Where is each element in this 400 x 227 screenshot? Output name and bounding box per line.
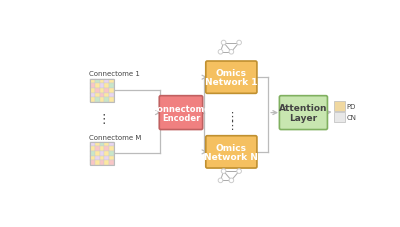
Text: Connectome M: Connectome M: [89, 134, 141, 140]
Text: ⋮: ⋮: [226, 120, 237, 130]
Bar: [100, 147, 104, 151]
Bar: [100, 156, 104, 161]
Bar: [95, 89, 100, 93]
Bar: [90, 98, 95, 102]
Bar: [334, 112, 344, 122]
Bar: [100, 89, 104, 93]
Bar: [95, 98, 100, 102]
Text: Encoder: Encoder: [162, 113, 200, 122]
Text: Network 1: Network 1: [205, 78, 258, 87]
FancyBboxPatch shape: [206, 136, 257, 168]
Bar: [109, 93, 114, 98]
Bar: [104, 79, 109, 84]
Bar: [104, 93, 109, 98]
Bar: [100, 93, 104, 98]
Bar: [90, 142, 95, 147]
Bar: [109, 84, 114, 89]
Bar: [95, 79, 100, 84]
Bar: [95, 147, 100, 151]
Bar: [109, 142, 114, 147]
Circle shape: [237, 41, 242, 46]
Bar: [109, 161, 114, 165]
Bar: [95, 156, 100, 161]
Text: Layer: Layer: [289, 113, 318, 122]
Bar: [90, 93, 95, 98]
Bar: [95, 142, 100, 147]
Bar: [104, 98, 109, 102]
Bar: [109, 98, 114, 102]
Text: ⋮: ⋮: [97, 113, 110, 126]
Text: ⋮: ⋮: [226, 111, 237, 121]
Bar: [109, 151, 114, 156]
Bar: [104, 84, 109, 89]
Text: CN: CN: [347, 114, 357, 120]
Bar: [90, 79, 95, 84]
Bar: [95, 151, 100, 156]
FancyBboxPatch shape: [279, 96, 328, 130]
Bar: [90, 151, 95, 156]
Bar: [104, 161, 109, 165]
Bar: [90, 147, 95, 151]
Circle shape: [229, 178, 234, 183]
Bar: [334, 102, 344, 111]
Bar: [100, 161, 104, 165]
Bar: [95, 93, 100, 98]
FancyBboxPatch shape: [206, 62, 257, 94]
Bar: [95, 84, 100, 89]
Bar: [90, 89, 95, 93]
Bar: [90, 156, 95, 161]
Bar: [104, 151, 109, 156]
Circle shape: [237, 169, 242, 174]
Text: PD: PD: [347, 104, 356, 110]
Bar: [100, 151, 104, 156]
Text: Omics: Omics: [216, 143, 247, 152]
Text: Network N: Network N: [204, 152, 258, 161]
Bar: [90, 79, 114, 102]
Circle shape: [218, 178, 223, 183]
Bar: [104, 147, 109, 151]
Bar: [100, 84, 104, 89]
Bar: [95, 161, 100, 165]
Bar: [109, 79, 114, 84]
Bar: [100, 98, 104, 102]
Circle shape: [221, 169, 226, 174]
Bar: [104, 142, 109, 147]
Bar: [104, 156, 109, 161]
Bar: [100, 79, 104, 84]
Text: Connectome: Connectome: [152, 105, 210, 114]
Text: Omics: Omics: [216, 69, 247, 78]
FancyBboxPatch shape: [159, 96, 203, 130]
Bar: [90, 161, 95, 165]
Bar: [100, 142, 104, 147]
Circle shape: [229, 50, 234, 55]
Bar: [109, 156, 114, 161]
Text: Connectome 1: Connectome 1: [89, 71, 140, 77]
Text: Attention: Attention: [279, 104, 328, 113]
Bar: [104, 89, 109, 93]
Bar: [109, 89, 114, 93]
Bar: [90, 142, 114, 165]
Bar: [90, 84, 95, 89]
Bar: [109, 147, 114, 151]
Circle shape: [218, 50, 223, 55]
Circle shape: [221, 41, 226, 46]
